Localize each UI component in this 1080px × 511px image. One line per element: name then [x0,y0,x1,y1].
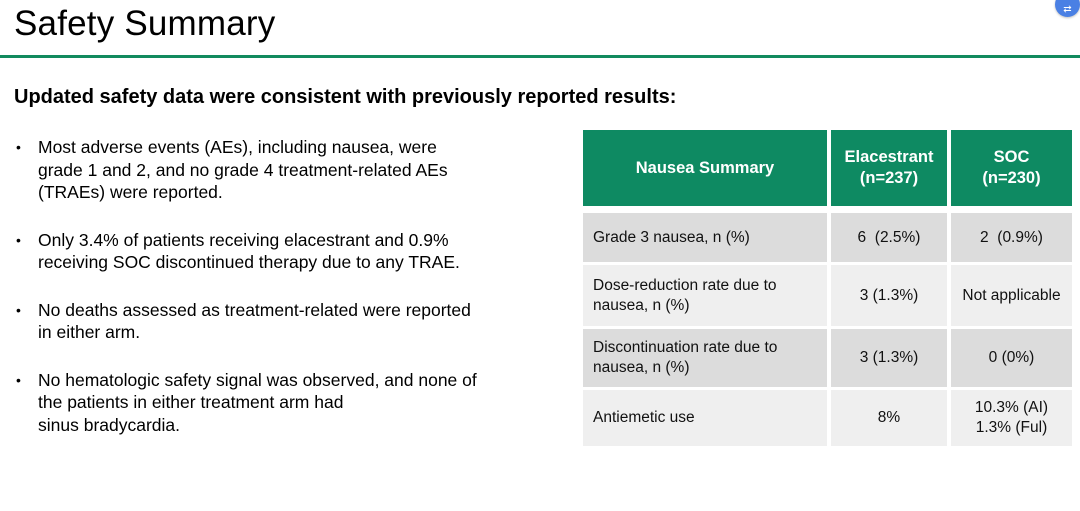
row-label-cell: Antiemetic use [583,390,827,446]
soc-value-cell: 2 (0.9%) [951,213,1072,262]
slide-subtitle: Updated safety data were consistent with… [14,86,677,108]
title-underline [0,55,1080,58]
row-label-cell: Dose-reduction rate due to nausea, n (%) [583,265,827,326]
bullet-list: • Most adverse events (AEs), including n… [16,136,576,461]
elacestrant-value-cell: 8% [831,390,947,446]
table-header-elacestrant: Elacestrant (n=237) [831,130,947,206]
translate-icon[interactable]: ⇄ [1055,0,1080,17]
soc-value-cell: Not applicable [951,265,1072,326]
list-item: • No deaths assessed as treatment-relate… [16,299,576,344]
bullet-text: Most adverse events (AEs), including nau… [38,137,448,202]
table-row: Dose-reduction rate due to nausea, n (%)… [583,265,1072,326]
list-item: • Only 3.4% of patients receiving elaces… [16,229,576,274]
bullet-icon: • [16,139,21,155]
table-header-nausea-summary: Nausea Summary [583,130,827,206]
list-item: • No hematologic safety signal was obser… [16,369,576,437]
row-label-cell: Grade 3 nausea, n (%) [583,213,827,262]
elacestrant-value-cell: 3 (1.3%) [831,265,947,326]
nausea-summary-table: Nausea Summary Elacestrant (n=237) SOC (… [583,130,1072,449]
row-label-cell: Discontinuation rate due to nausea, n (%… [583,329,827,387]
bullet-icon: • [16,371,21,388]
table-header-row: Nausea Summary Elacestrant (n=237) SOC (… [583,130,1072,206]
bullet-icon: • [16,231,21,248]
translate-icon-glyph: ⇄ [1063,4,1072,15]
bullet-icon: • [16,301,21,318]
bullet-text: No deaths assessed as treatment-related … [38,299,471,343]
bullet-text: No hematologic safety signal was observe… [38,369,477,435]
elacestrant-value-cell: 6 (2.5%) [831,213,947,262]
table-row: Discontinuation rate due to nausea, n (%… [583,329,1072,387]
table-row: Grade 3 nausea, n (%) 6 (2.5%) 2 (0.9%) [583,213,1072,262]
list-item: • Most adverse events (AEs), including n… [16,136,576,204]
elacestrant-value-cell: 3 (1.3%) [831,329,947,387]
table-header-soc: SOC (n=230) [951,130,1072,206]
bullet-text: Only 3.4% of patients receiving elacestr… [38,229,460,273]
soc-value-cell: 10.3% (AI) 1.3% (Ful) [951,390,1072,446]
page-title: Safety Summary [14,4,276,43]
table-row: Antiemetic use 8% 10.3% (AI) 1.3% (Ful) [583,390,1072,446]
soc-value-cell: 0 (0%) [951,329,1072,387]
